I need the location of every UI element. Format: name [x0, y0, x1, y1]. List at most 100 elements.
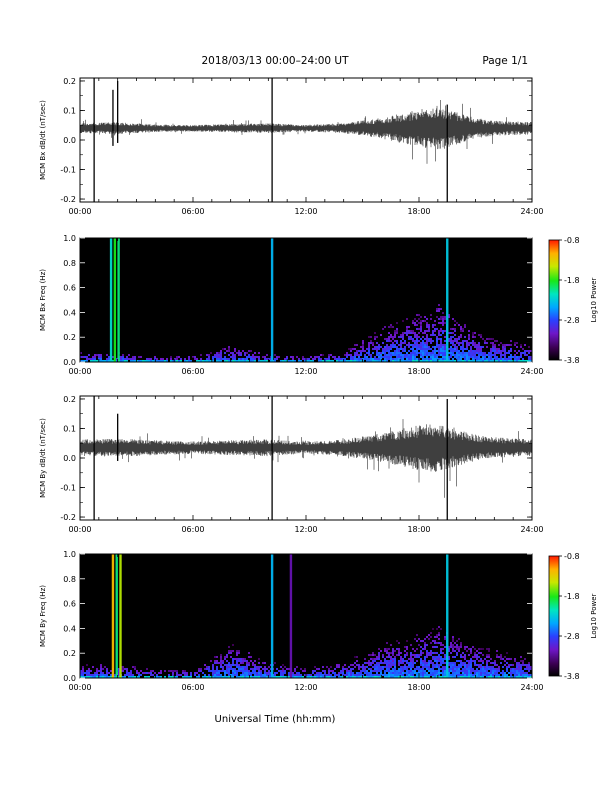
spectrogram-cell [402, 658, 404, 660]
spectrogram-cell [246, 668, 248, 670]
spectrogram-cell [100, 674, 102, 676]
spectrogram-cell [450, 652, 452, 654]
spectrogram-cell [516, 360, 518, 362]
spectrogram-cell [484, 674, 486, 676]
spectrogram-cell [450, 354, 452, 356]
spectrogram-cell [356, 354, 358, 356]
spectrogram-cell [440, 308, 442, 310]
spectrogram-cell [262, 356, 264, 358]
spectrogram-cell [428, 664, 430, 666]
spectrogram-cell [394, 334, 396, 336]
spectrogram-cell [188, 356, 190, 358]
spectrogram-cell [460, 656, 462, 658]
spectrogram-cell [142, 360, 144, 362]
spectrogram-cell [410, 352, 412, 354]
spectrogram-cell [418, 332, 420, 334]
spectrogram-cell [474, 662, 476, 664]
spectrogram-cell [514, 358, 516, 360]
spectrogram-cell [126, 356, 128, 358]
spectrogram-cell [378, 656, 380, 658]
spectrogram-cell [412, 670, 414, 672]
spectrogram-cell [468, 674, 470, 676]
spectrogram-cell [216, 666, 218, 668]
spectrogram-cell [256, 672, 258, 674]
spectrogram-cell [486, 672, 488, 674]
spectrogram-cell [330, 354, 332, 356]
spectrogram-cell [332, 360, 334, 362]
spectrogram-cell [488, 674, 490, 676]
spectrogram-cell [286, 668, 288, 670]
spectrogram-cell [490, 342, 492, 344]
spectrogram-cell [326, 666, 328, 668]
spectrogram-cell [508, 350, 510, 352]
spectrogram-cell [524, 354, 526, 356]
spectrogram-cell [490, 662, 492, 664]
spectrogram-cell [402, 332, 404, 334]
spectrogram-cell [228, 358, 230, 360]
spectrogram-cell [488, 656, 490, 658]
spectrogram-cell [484, 666, 486, 668]
spectrogram-cell [454, 320, 456, 322]
spectrogram-cell [474, 336, 476, 338]
spectrogram-cell [350, 672, 352, 674]
spectrogram-cell [464, 664, 466, 666]
spectrogram-cell [358, 666, 360, 668]
spectrogram-cell [480, 350, 482, 352]
spectrogram-cell [388, 346, 390, 348]
spectrogram-cell [226, 350, 228, 352]
spectrogram-cell [408, 662, 410, 664]
spectrogram-cell [488, 668, 490, 670]
spectrogram-cell [462, 676, 464, 678]
spectrogram-cell [472, 674, 474, 676]
spectrogram-cell [162, 358, 164, 360]
spectrogram-cell [200, 668, 202, 670]
broadband-burst [109, 238, 113, 362]
spectrogram-cell [402, 348, 404, 350]
spectrogram-cell [400, 652, 402, 654]
spectrogram-cell [394, 360, 396, 362]
spectrogram-cells [80, 304, 532, 362]
spectrogram-cell [474, 652, 476, 654]
spectrogram-cell [350, 676, 352, 678]
spectrogram-cell [298, 358, 300, 360]
spectrogram-cell [442, 672, 444, 674]
spectrogram-cell [382, 352, 384, 354]
spectrogram-cell [438, 656, 440, 658]
spectrogram-cell [190, 676, 192, 678]
spectrogram-cell [228, 664, 230, 666]
spectrogram-cell [274, 358, 276, 360]
spectrogram-cell [298, 672, 300, 674]
spectrogram-cell [530, 360, 532, 362]
spectrogram-cell [256, 676, 258, 678]
spectrogram-cell [214, 676, 216, 678]
spectrogram-cell [476, 676, 478, 678]
spectrogram-cell [490, 348, 492, 350]
spectrogram-cell [398, 652, 400, 654]
spectrogram-cell [400, 336, 402, 338]
spectrogram-cell [184, 672, 186, 674]
broadband-burst [119, 554, 122, 678]
spectrogram-cell [516, 352, 518, 354]
spectrogram-cell [516, 342, 518, 344]
spectrogram-cell [122, 354, 124, 356]
spectrogram-cell [430, 662, 432, 664]
spectrogram-cell [480, 668, 482, 670]
spectrogram-cell [466, 360, 468, 362]
spectrogram-cell [480, 354, 482, 356]
spectrogram-cell [342, 358, 344, 360]
spectrogram-cell [452, 656, 454, 658]
spectrogram-cell [252, 358, 254, 360]
spectrogram-cell [236, 654, 238, 656]
spectrogram-cell [508, 676, 510, 678]
spectrogram-cell [176, 676, 178, 678]
spectrogram-cell [150, 670, 152, 672]
spectrogram-cell [482, 358, 484, 360]
spectrogram-cell [368, 662, 370, 664]
spectrogram-cell [438, 632, 440, 634]
spectrogram-cell [442, 344, 444, 346]
spectrogram-cell [212, 676, 214, 678]
spectrogram-cell [418, 352, 420, 354]
spectrogram-cell [224, 670, 226, 672]
spectrogram-cell [88, 358, 90, 360]
spectrogram-cell [488, 660, 490, 662]
